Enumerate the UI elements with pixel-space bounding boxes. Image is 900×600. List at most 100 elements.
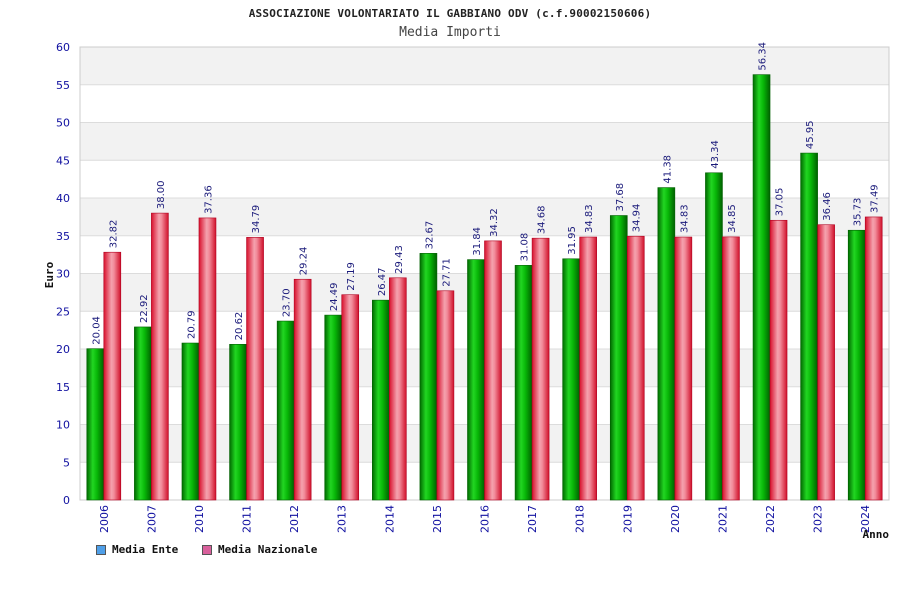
bar-media-ente [372,299,390,501]
bar-media-ente [514,265,533,501]
data-label: 20.79 [186,310,197,339]
data-label: 37.68 [615,183,626,212]
data-label: 34.94 [632,204,643,233]
y-tick-label: 20 [56,343,70,356]
y-tick-label: 10 [56,419,70,432]
data-label: 32.82 [108,220,119,249]
x-tick-label: 2010 [193,505,206,533]
bar-media-ente [847,229,866,501]
bar-media-ente [657,187,676,501]
y-tick-label: 50 [56,117,70,130]
x-tick-label: 2007 [145,505,158,533]
data-label: 31.95 [567,226,578,255]
bar-media-ente [229,344,247,501]
bar-group: 23.70 29.24 [276,247,312,501]
y-tick-label: 40 [56,192,70,205]
data-label: 41.38 [662,155,673,184]
data-label: 56.34 [758,42,769,71]
data-label: 43.34 [710,140,721,169]
bar-media-nazionale [341,294,360,501]
bar-media-nazionale [198,217,217,501]
bar-media-nazionale [531,237,550,501]
legend-item-nazionale: Media Nazionale [202,543,317,556]
bar-group: 20.62 34.79 [229,205,264,501]
y-axis-label: Euro [43,261,56,288]
bar-group: 31.84 34.32 [467,208,502,501]
data-label: 32.67 [424,221,435,250]
data-label: 23.70 [282,288,293,317]
y-tick-label: 15 [56,381,70,394]
data-label: 29.24 [299,247,310,276]
data-label: 31.08 [520,233,531,262]
y-tick-label: 5 [63,456,70,469]
x-tick-label: 2020 [669,505,682,533]
data-label: 38.00 [156,180,167,209]
x-tick-label: 2024 [859,505,872,533]
bar-media-nazionale [389,277,407,501]
bar-media-ente [181,342,200,501]
bar-media-ente [752,74,771,501]
bar-media-ente [324,314,343,501]
x-tick-label: 2018 [574,505,587,533]
bar-media-nazionale [579,236,597,501]
bar-media-ente [562,258,580,501]
y-tick-label: 55 [56,79,70,92]
x-tick-label: 2011 [241,505,254,533]
x-tick-label: 2022 [764,505,777,533]
data-label: 31.84 [472,227,483,256]
x-tick-label: 2021 [716,505,729,533]
x-tick-label: 2023 [812,505,825,533]
bar-group: 20.79 37.36 [181,185,217,501]
bar-media-nazionale [674,236,693,501]
x-tick-label: 2013 [336,505,349,533]
x-tick-label: 2014 [383,505,396,533]
legend-label-ente: Media Ente [112,543,179,556]
data-label: 26.47 [377,268,388,297]
data-label: 34.79 [251,205,262,234]
data-label: 34.83 [584,204,595,233]
y-tick-label: 30 [56,268,70,281]
data-label: 22.92 [139,294,150,323]
chart-subtitle: Media Importi [399,25,501,40]
bar-media-ente [276,320,295,501]
y-tick-label: 0 [63,494,70,507]
x-tick-label: 2016 [479,505,492,533]
bar-group: 56.34 37.05 [752,42,788,501]
data-label: 34.85 [727,204,738,233]
bar-media-nazionale [293,278,312,501]
bar-media-ente [419,253,438,501]
bar-media-nazionale [151,212,169,501]
bar-media-nazionale [769,219,788,501]
bar-media-ente [86,348,105,501]
bar-media-ente [134,326,152,501]
bar-media-ente [705,172,723,501]
bar-group: 41.38 34.83 [657,155,693,501]
x-axis-label: Anno [863,528,890,541]
bar-media-nazionale [722,236,740,501]
data-label: 37.36 [203,185,214,214]
x-tick-label: 2015 [431,505,444,533]
x-tick-label: 2017 [526,505,539,533]
x-tick-label: 2012 [288,505,301,533]
bar-group: 31.08 34.68 [514,206,550,501]
bar-media-nazionale [864,216,883,501]
data-label: 27.19 [346,262,357,291]
bar-media-nazionale [484,240,502,501]
data-label: 37.49 [870,184,881,213]
bar-group: 26.47 29.43 [372,245,407,501]
y-tick-label: 35 [56,230,70,243]
bar-group: 45.95 36.46 [800,120,835,501]
data-label: 34.32 [489,208,500,237]
data-label: 34.68 [537,206,548,235]
bar-media-ente [800,152,818,501]
bar-media-nazionale [246,237,264,501]
data-label: 27.71 [441,258,452,287]
bar-media-nazionale [436,290,455,501]
data-label: 20.04 [91,316,102,345]
bar-group: 35.73 37.49 [847,184,883,501]
data-label: 29.43 [394,245,405,274]
data-label: 37.05 [775,188,786,217]
bar-group: 22.92 38.00 [134,180,169,501]
bar-media-nazionale [103,251,122,501]
